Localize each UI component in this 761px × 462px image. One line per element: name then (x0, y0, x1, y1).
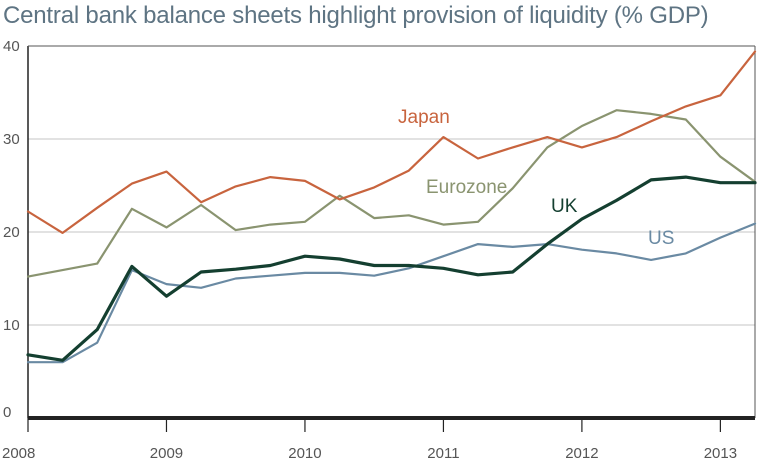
y-axis-ticks: 0 10 20 30 40 (3, 38, 20, 421)
plot-frame (27, 45, 756, 432)
y-tick-label: 0 (3, 404, 11, 421)
series-line-us (26, 222, 757, 364)
series-label-eurozone: Eurozone (426, 177, 507, 198)
series-label-us: US (648, 228, 674, 249)
x-tick-label: 2008 (2, 445, 35, 462)
series-label-uk: UK (551, 196, 578, 217)
series-lines (26, 50, 757, 364)
x-axis-ticks: 2008 2009 2010 2011 2012 2013 (2, 445, 737, 462)
y-tick-label: 20 (3, 224, 20, 241)
series-label-japan: Japan (398, 107, 450, 128)
series-line-japan (26, 50, 757, 234)
y-tick-label: 30 (3, 131, 20, 148)
x-tick-label: 2009 (150, 445, 183, 462)
series-line-eurozone (26, 109, 757, 278)
x-tick-label: 2010 (288, 445, 321, 462)
x-tick-label: 2012 (565, 445, 598, 462)
series-line-uk (26, 175, 757, 362)
series-labels: Japan Eurozone UK US (398, 107, 674, 249)
y-tick-label: 40 (3, 38, 20, 55)
chart-title: Central bank balance sheets highlight pr… (3, 2, 709, 29)
x-tick-label: 2011 (427, 445, 459, 462)
x-tick-label: 2013 (704, 445, 737, 462)
y-tick-label: 10 (3, 317, 20, 334)
gridlines (28, 45, 755, 326)
